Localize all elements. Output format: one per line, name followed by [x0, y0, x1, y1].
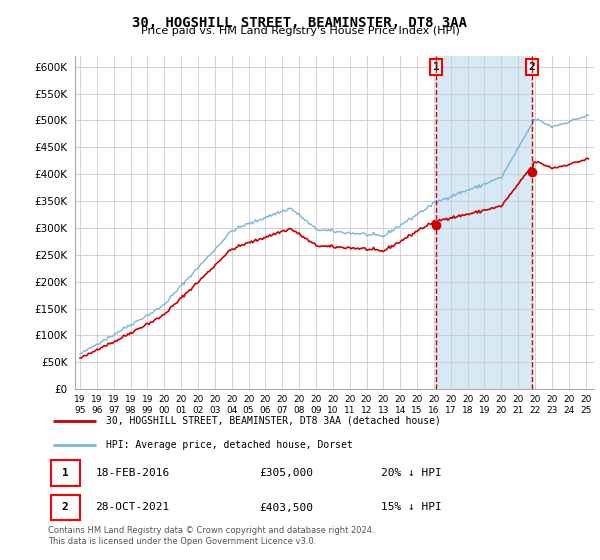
- Text: £305,000: £305,000: [259, 468, 313, 478]
- Text: 18-FEB-2016: 18-FEB-2016: [95, 468, 170, 478]
- Bar: [436, 56, 532, 389]
- Text: 30, HOGSHILL STREET, BEAMINSTER, DT8 3AA (detached house): 30, HOGSHILL STREET, BEAMINSTER, DT8 3AA…: [106, 416, 441, 426]
- FancyBboxPatch shape: [50, 460, 80, 486]
- Text: Contains HM Land Registry data © Crown copyright and database right 2024.
This d: Contains HM Land Registry data © Crown c…: [48, 526, 374, 546]
- Text: 15% ↓ HPI: 15% ↓ HPI: [380, 502, 442, 512]
- Text: 2: 2: [62, 502, 68, 512]
- Text: 1: 1: [433, 62, 439, 72]
- FancyBboxPatch shape: [50, 494, 80, 520]
- Text: 1: 1: [62, 468, 68, 478]
- Text: HPI: Average price, detached house, Dorset: HPI: Average price, detached house, Dors…: [106, 440, 353, 450]
- Text: 30, HOGSHILL STREET, BEAMINSTER, DT8 3AA: 30, HOGSHILL STREET, BEAMINSTER, DT8 3AA: [133, 16, 467, 30]
- Text: £403,500: £403,500: [259, 502, 313, 512]
- Text: 20% ↓ HPI: 20% ↓ HPI: [380, 468, 442, 478]
- Text: Price paid vs. HM Land Registry's House Price Index (HPI): Price paid vs. HM Land Registry's House …: [140, 26, 460, 36]
- Text: 28-OCT-2021: 28-OCT-2021: [95, 502, 170, 512]
- Text: 2: 2: [529, 62, 536, 72]
